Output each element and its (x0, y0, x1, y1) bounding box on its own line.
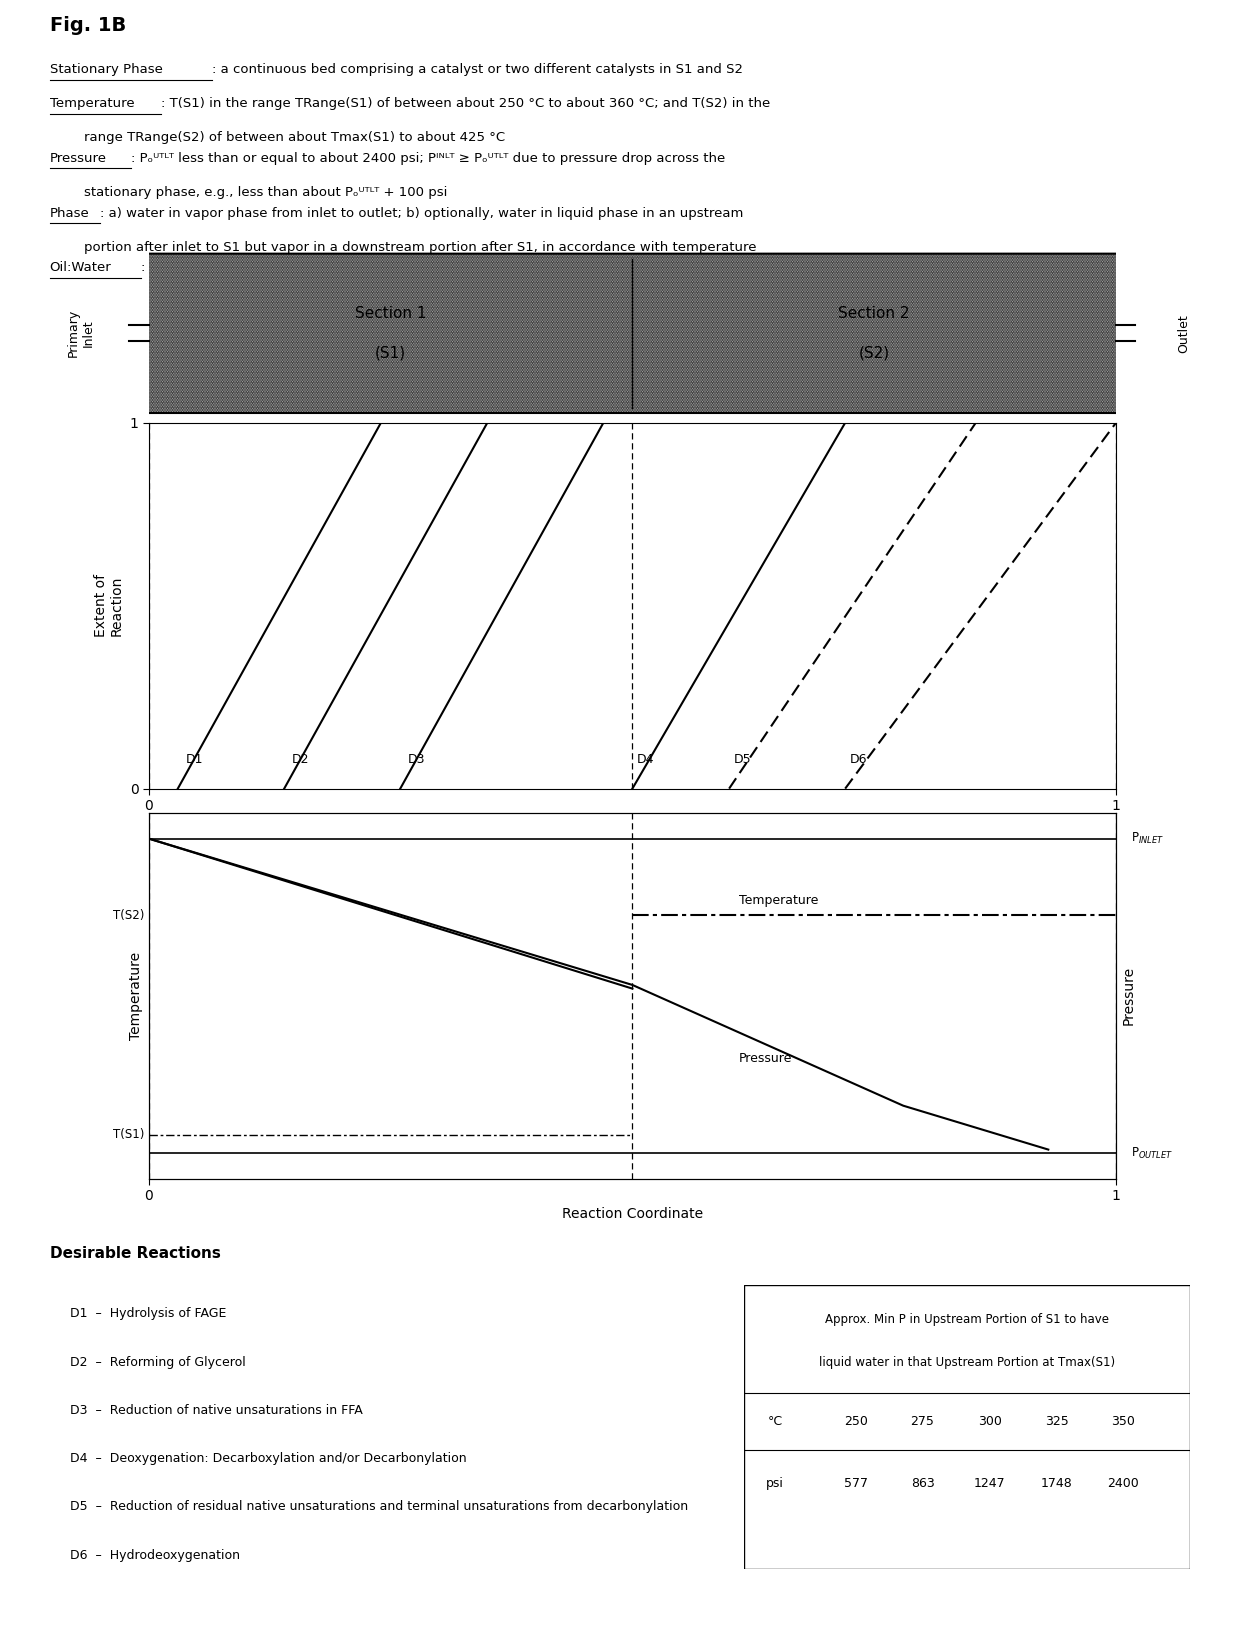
Text: D2: D2 (291, 753, 310, 766)
Text: D5  –  Reduction of residual native unsaturations and terminal unsaturations fro: D5 – Reduction of residual native unsatu… (71, 1501, 688, 1514)
Text: P$_{OUTLET}$: P$_{OUTLET}$ (1131, 1146, 1173, 1161)
Text: Pressure: Pressure (739, 1052, 792, 1065)
Text: °C: °C (768, 1415, 782, 1428)
Text: Oil:Water: Oil:Water (50, 262, 112, 275)
Text: 325: 325 (1044, 1415, 1069, 1428)
Text: Primary
Inlet: Primary Inlet (67, 309, 95, 358)
Text: liquid water in that Upstream Portion at Tmax(S1): liquid water in that Upstream Portion at… (820, 1356, 1115, 1369)
Text: stationary phase, e.g., less than about Pₒᵁᵀᴸᵀ + 100 psi: stationary phase, e.g., less than about … (50, 185, 446, 198)
Text: : Between about 1:4 to 4:1: : Between about 1:4 to 4:1 (141, 262, 320, 275)
Text: (S2): (S2) (858, 345, 890, 361)
Text: T(S1): T(S1) (113, 1128, 144, 1141)
Text: Outlet: Outlet (1177, 314, 1190, 353)
Text: 1247: 1247 (973, 1478, 1006, 1489)
Text: portion after inlet to S1 but vapor in a downstream portion after S1, in accorda: portion after inlet to S1 but vapor in a… (50, 241, 756, 254)
Text: : a) water in vapor phase from inlet to outlet; b) optionally, water in liquid p: : a) water in vapor phase from inlet to … (100, 207, 744, 220)
Y-axis label: Temperature: Temperature (129, 951, 144, 1041)
Text: Temperature: Temperature (739, 894, 818, 907)
Text: (S1): (S1) (374, 345, 407, 361)
Text: 250: 250 (843, 1415, 868, 1428)
Text: range TRange(S2) of between about Tmax(S1) to about 425 °C: range TRange(S2) of between about Tmax(S… (50, 132, 505, 145)
X-axis label: Reaction Coordinate: Reaction Coordinate (562, 1208, 703, 1221)
Text: D3: D3 (408, 753, 425, 766)
Text: P$_{INLET}$: P$_{INLET}$ (1131, 831, 1163, 846)
Text: 863: 863 (910, 1478, 935, 1489)
Text: 350: 350 (1111, 1415, 1136, 1428)
Text: D2  –  Reforming of Glycerol: D2 – Reforming of Glycerol (71, 1356, 247, 1369)
Text: Desirable Reactions: Desirable Reactions (50, 1247, 221, 1262)
Text: D5: D5 (734, 753, 751, 766)
Text: D1: D1 (186, 753, 203, 766)
Text: 275: 275 (910, 1415, 935, 1428)
Text: Pressure: Pressure (50, 151, 107, 164)
Text: Approx. Min P in Upstream Portion of S1 to have: Approx. Min P in Upstream Portion of S1 … (825, 1314, 1110, 1325)
Text: Stationary Phase: Stationary Phase (50, 63, 162, 76)
Text: D4  –  Deoxygenation: Decarboxylation and/or Decarbonylation: D4 – Deoxygenation: Decarboxylation and/… (71, 1452, 467, 1465)
Text: 300: 300 (977, 1415, 1002, 1428)
Text: D4: D4 (637, 753, 655, 766)
Text: Section 2: Section 2 (838, 306, 910, 322)
Text: D3  –  Reduction of native unsaturations in FFA: D3 – Reduction of native unsaturations i… (71, 1403, 363, 1416)
Text: Fig. 1B: Fig. 1B (50, 16, 125, 36)
Y-axis label: Pressure: Pressure (1121, 966, 1136, 1026)
Text: D1  –  Hydrolysis of FAGE: D1 – Hydrolysis of FAGE (71, 1307, 227, 1320)
Text: Phase: Phase (50, 207, 89, 220)
Text: 2400: 2400 (1107, 1478, 1140, 1489)
Text: 577: 577 (843, 1478, 868, 1489)
Y-axis label: Extent of
Reaction: Extent of Reaction (94, 574, 124, 637)
Text: psi: psi (766, 1478, 784, 1489)
Text: 1748: 1748 (1040, 1478, 1073, 1489)
FancyBboxPatch shape (120, 254, 1145, 413)
Text: D6  –  Hydrodeoxygenation: D6 – Hydrodeoxygenation (71, 1548, 241, 1561)
Text: Temperature: Temperature (50, 98, 134, 111)
Text: : Pₒᵁᵀᴸᵀ less than or equal to about 2400 psi; Pᴵᴺᴸᵀ ≥ Pₒᵁᵀᴸᵀ due to pressure dr: : Pₒᵁᵀᴸᵀ less than or equal to about 240… (130, 151, 725, 164)
Text: Section 1: Section 1 (355, 306, 427, 322)
Text: D6: D6 (851, 753, 868, 766)
Text: : T(S1) in the range TRange(S1) of between about 250 °C to about 360 °C; and T(S: : T(S1) in the range TRange(S1) of betwe… (161, 98, 770, 111)
X-axis label: Reaction Coordinate: Reaction Coordinate (562, 818, 703, 831)
Text: : a continuous bed comprising a catalyst or two different catalysts in S1 and S2: : a continuous bed comprising a catalyst… (212, 63, 743, 76)
Text: T(S2): T(S2) (113, 909, 144, 922)
